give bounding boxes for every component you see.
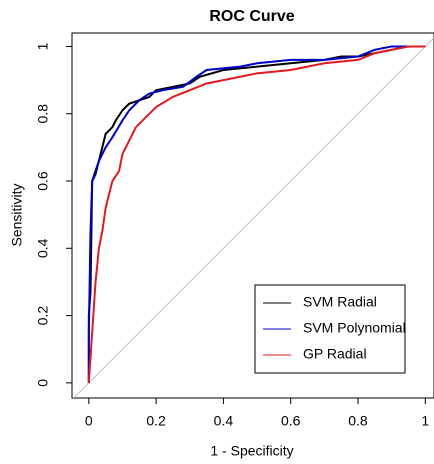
legend-label: GP Radial (303, 346, 367, 362)
y-tick-label: 0 (35, 379, 51, 387)
x-axis-label: 1 - Specificity (210, 443, 293, 459)
roc-line (87, 45, 426, 383)
y-tick-label: 0.6 (35, 171, 51, 191)
chart-title: ROC Curve (209, 8, 294, 25)
x-tick-label: 0.4 (214, 413, 234, 429)
y-axis-label: Sensitivity (9, 183, 25, 246)
legend-label: SVM Polynomial (303, 320, 406, 336)
legend-label: SVM Radial (303, 294, 377, 310)
x-tick-label: 1 (421, 413, 429, 429)
reference-line (72, 37, 434, 398)
plot-area (72, 37, 434, 398)
y-tick-label: 0.2 (35, 306, 51, 326)
y-tick-label: 0.4 (35, 238, 51, 258)
x-tick-label: 0 (85, 413, 93, 429)
roc-line (87, 45, 426, 383)
x-tick-label: 0.8 (348, 413, 368, 429)
x-tick-label: 0.2 (146, 413, 166, 429)
y-tick-label: 1 (35, 42, 51, 50)
y-tick-label: 0.8 (35, 104, 51, 124)
x-tick-label: 0.6 (281, 413, 301, 429)
